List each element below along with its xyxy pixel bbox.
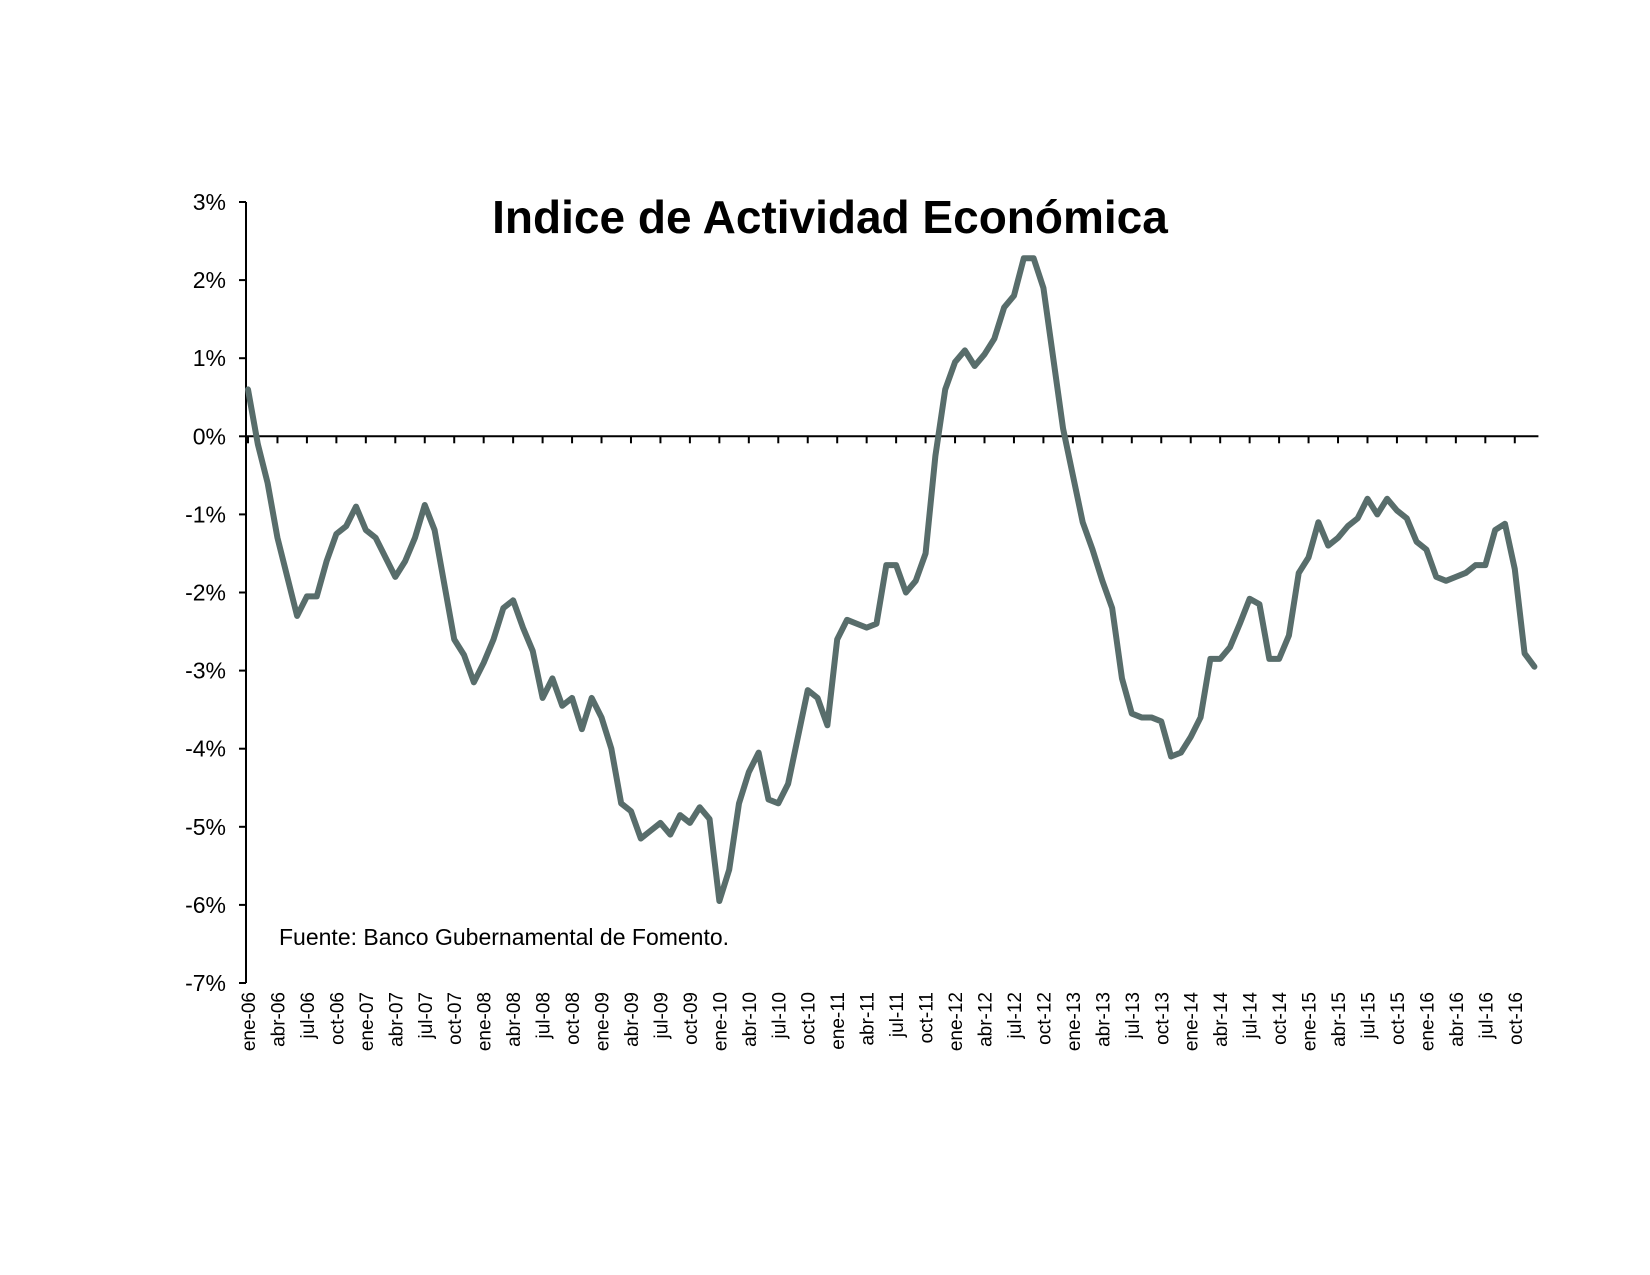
x-tick-label: oct-13 xyxy=(1152,992,1173,1045)
y-tick-label: -7% xyxy=(185,970,226,996)
x-tick-label: jul-08 xyxy=(534,992,555,1039)
series-line xyxy=(245,255,1538,904)
y-tick-label: -6% xyxy=(185,892,226,918)
x-tick-label: ene-16 xyxy=(1417,992,1438,1051)
y-tick-label: 1% xyxy=(193,345,226,371)
x-tick-label: jul-06 xyxy=(298,992,319,1039)
source-note: Fuente: Banco Gubernamental de Fomento. xyxy=(279,924,729,950)
x-tick-label: jul-15 xyxy=(1358,992,1379,1039)
x-tick-label: jul-07 xyxy=(416,992,437,1039)
x-tick-label: abr-12 xyxy=(976,992,997,1047)
x-tick-label: oct-09 xyxy=(681,992,702,1045)
y-tick-label: -4% xyxy=(185,736,226,762)
x-tick-label: ene-15 xyxy=(1300,992,1321,1051)
x-tick-label: ene-11 xyxy=(828,992,849,1050)
x-tick-label: abr-10 xyxy=(740,992,761,1047)
chart-title: Indice de Actividad Económica xyxy=(492,191,1168,243)
x-tick-label: oct-15 xyxy=(1388,992,1409,1045)
x-tick-label: ene-12 xyxy=(946,992,967,1051)
y-tick-label: -3% xyxy=(185,658,226,684)
x-tick-label: abr-11 xyxy=(858,992,879,1046)
x-tick-label: jul-13 xyxy=(1123,992,1144,1039)
x-tick-label: abr-09 xyxy=(622,992,643,1047)
x-tick-label: abr-16 xyxy=(1447,992,1468,1047)
y-tick-label: 2% xyxy=(193,267,226,293)
x-tick-label: oct-12 xyxy=(1034,992,1055,1045)
x-tick-label: abr-07 xyxy=(386,992,407,1047)
y-tick-label: -2% xyxy=(185,580,226,606)
x-tick-label: ene-06 xyxy=(239,992,260,1051)
x-tick-label: ene-14 xyxy=(1182,992,1203,1052)
x-tick-label: oct-14 xyxy=(1270,992,1291,1045)
y-tick-label: 0% xyxy=(193,423,226,449)
x-tick-label: abr-15 xyxy=(1329,992,1350,1047)
x-tick-label: jul-10 xyxy=(769,992,790,1039)
x-tick-label: abr-08 xyxy=(504,992,525,1047)
x-tick-label: abr-13 xyxy=(1093,992,1114,1047)
x-axis: ene-06 abr-06 jul-06 oct-06 ene-07 abr-07 jul-… xyxy=(239,435,1539,1052)
x-tick-label: jul-11 xyxy=(887,992,908,1038)
x-tick-label: ene-10 xyxy=(710,992,731,1051)
x-tick-label: ene-07 xyxy=(357,992,378,1051)
x-tick-label: ene-09 xyxy=(593,992,614,1051)
y-axis: 3% 2% 1% 0% -1% -2% -3% -4% -5% -6% -7% xyxy=(185,189,247,996)
x-tick-label: ene-13 xyxy=(1064,992,1085,1051)
x-tick-label: jul-09 xyxy=(651,992,672,1039)
x-tick-label: oct-16 xyxy=(1506,992,1527,1045)
x-tick-label: ene-08 xyxy=(475,992,496,1051)
x-tick-label: oct-10 xyxy=(799,992,820,1045)
x-tick-label: abr-14 xyxy=(1211,992,1232,1047)
x-tick-label: jul-16 xyxy=(1476,992,1497,1039)
x-tick-label: oct-06 xyxy=(327,992,348,1045)
series-layer xyxy=(245,255,1538,904)
x-tick-label: jul-14 xyxy=(1241,992,1262,1040)
x-tick-label: jul-12 xyxy=(1005,992,1026,1039)
x-tick-label: oct-08 xyxy=(563,992,584,1045)
y-tick-label: 3% xyxy=(193,189,226,215)
x-tick-label: oct-07 xyxy=(445,992,466,1045)
x-tick-label: abr-06 xyxy=(268,992,289,1047)
x-tick-label: oct-11 xyxy=(917,992,938,1043)
y-tick-label: -5% xyxy=(185,814,226,840)
y-tick-label: -1% xyxy=(185,501,226,527)
